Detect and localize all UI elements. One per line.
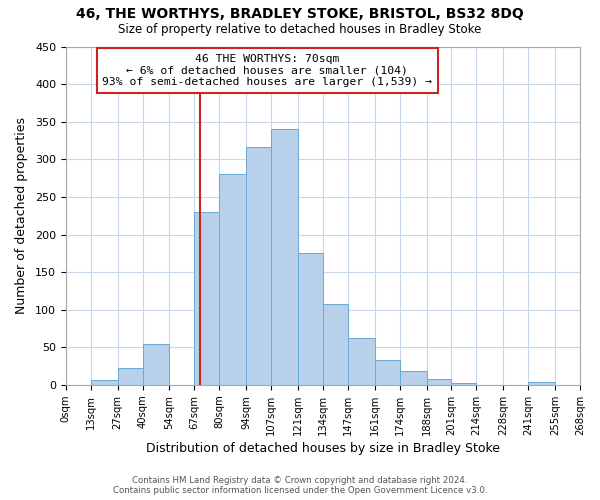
Bar bbox=[118, 368, 143, 385]
Bar bbox=[143, 344, 169, 385]
Bar bbox=[298, 254, 323, 385]
Text: Size of property relative to detached houses in Bradley Stoke: Size of property relative to detached ho… bbox=[118, 22, 482, 36]
Bar bbox=[246, 146, 271, 385]
Bar bbox=[427, 379, 451, 385]
Bar bbox=[451, 384, 476, 385]
X-axis label: Distribution of detached houses by size in Bradley Stoke: Distribution of detached houses by size … bbox=[146, 442, 500, 455]
Bar bbox=[348, 338, 375, 385]
Y-axis label: Number of detached properties: Number of detached properties bbox=[15, 117, 28, 314]
Text: 46 THE WORTHYS: 70sqm
← 6% of detached houses are smaller (104)
93% of semi-deta: 46 THE WORTHYS: 70sqm ← 6% of detached h… bbox=[102, 54, 432, 87]
Bar bbox=[323, 304, 348, 385]
Text: Contains HM Land Registry data © Crown copyright and database right 2024.
Contai: Contains HM Land Registry data © Crown c… bbox=[113, 476, 487, 495]
Bar bbox=[528, 382, 555, 385]
Bar bbox=[219, 174, 246, 385]
Bar bbox=[400, 370, 427, 385]
Bar bbox=[194, 212, 219, 385]
Bar bbox=[375, 360, 400, 385]
Text: 46, THE WORTHYS, BRADLEY STOKE, BRISTOL, BS32 8DQ: 46, THE WORTHYS, BRADLEY STOKE, BRISTOL,… bbox=[76, 8, 524, 22]
Bar bbox=[91, 380, 118, 385]
Bar bbox=[271, 129, 298, 385]
